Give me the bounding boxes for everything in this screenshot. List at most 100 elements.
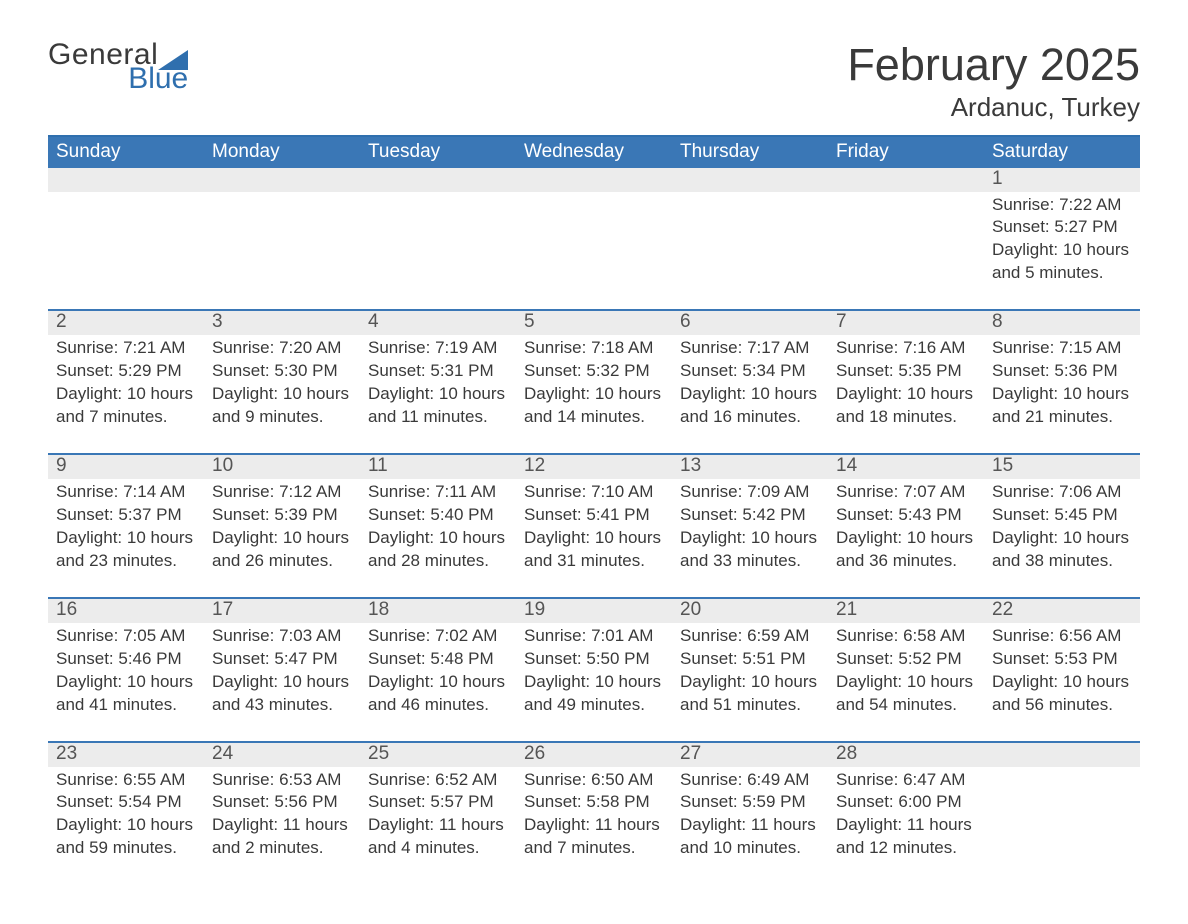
daylight-line: Daylight: 10 hours and 43 minutes. [212,671,352,717]
day-of-week-header: SundayMondayTuesdayWednesdayThursdayFrid… [48,137,1140,168]
day-number: 21 [828,599,984,623]
sunrise-line: Sunrise: 7:06 AM [992,481,1132,504]
sunset-line: Sunset: 5:36 PM [992,360,1132,383]
sunset-line: Sunset: 5:57 PM [368,791,508,814]
sunrise-line: Sunrise: 7:01 AM [524,625,664,648]
sunset-line: Sunset: 5:46 PM [56,648,196,671]
daylight-line: Daylight: 10 hours and 21 minutes. [992,383,1132,429]
day-number [360,168,516,192]
sunset-line: Sunset: 5:58 PM [524,791,664,814]
dow-cell: Tuesday [360,137,516,168]
sunrise-line: Sunrise: 7:21 AM [56,337,196,360]
logo: General Blue [48,40,188,94]
sunset-line: Sunset: 5:53 PM [992,648,1132,671]
location: Ardanuc, Turkey [847,92,1140,123]
dow-cell: Friday [828,137,984,168]
day-cell: Sunrise: 7:10 AMSunset: 5:41 PMDaylight:… [516,479,672,573]
daylight-line: Daylight: 10 hours and 46 minutes. [368,671,508,717]
day-cell: Sunrise: 7:14 AMSunset: 5:37 PMDaylight:… [48,479,204,573]
sunrise-line: Sunrise: 7:11 AM [368,481,508,504]
daylight-line: Daylight: 10 hours and 36 minutes. [836,527,976,573]
sunset-line: Sunset: 5:45 PM [992,504,1132,527]
day-number: 17 [204,599,360,623]
daylight-line: Daylight: 10 hours and 41 minutes. [56,671,196,717]
sunset-line: Sunset: 5:51 PM [680,648,820,671]
day-cell [360,192,516,286]
month-title: February 2025 [847,40,1140,90]
day-number: 18 [360,599,516,623]
day-number: 15 [984,455,1140,479]
day-cell [204,192,360,286]
day-number: 26 [516,743,672,767]
daylight-line: Daylight: 10 hours and 16 minutes. [680,383,820,429]
daylight-line: Daylight: 10 hours and 18 minutes. [836,383,976,429]
day-cell: Sunrise: 6:49 AMSunset: 5:59 PMDaylight:… [672,767,828,861]
sunrise-line: Sunrise: 6:47 AM [836,769,976,792]
day-number: 12 [516,455,672,479]
sunrise-line: Sunrise: 6:55 AM [56,769,196,792]
sunset-line: Sunset: 5:52 PM [836,648,976,671]
day-number: 3 [204,311,360,335]
day-cell: Sunrise: 7:22 AMSunset: 5:27 PMDaylight:… [984,192,1140,286]
sunset-line: Sunset: 5:27 PM [992,216,1132,239]
daylight-line: Daylight: 10 hours and 51 minutes. [680,671,820,717]
sunrise-line: Sunrise: 7:12 AM [212,481,352,504]
sunrise-line: Sunrise: 7:09 AM [680,481,820,504]
day-number [672,168,828,192]
sunrise-line: Sunrise: 7:07 AM [836,481,976,504]
day-cell: Sunrise: 7:21 AMSunset: 5:29 PMDaylight:… [48,335,204,429]
day-number: 13 [672,455,828,479]
sunset-line: Sunset: 5:48 PM [368,648,508,671]
sunset-line: Sunset: 5:54 PM [56,791,196,814]
day-number: 9 [48,455,204,479]
sunset-line: Sunset: 5:35 PM [836,360,976,383]
calendar: SundayMondayTuesdayWednesdayThursdayFrid… [48,135,1140,885]
daylight-line: Daylight: 10 hours and 26 minutes. [212,527,352,573]
sunrise-line: Sunrise: 7:05 AM [56,625,196,648]
day-cell: Sunrise: 7:18 AMSunset: 5:32 PMDaylight:… [516,335,672,429]
day-number: 2 [48,311,204,335]
daylight-line: Daylight: 10 hours and 9 minutes. [212,383,352,429]
day-number: 19 [516,599,672,623]
day-number: 4 [360,311,516,335]
day-cell: Sunrise: 7:17 AMSunset: 5:34 PMDaylight:… [672,335,828,429]
sunrise-line: Sunrise: 7:02 AM [368,625,508,648]
sunset-line: Sunset: 6:00 PM [836,791,976,814]
day-cell: Sunrise: 7:02 AMSunset: 5:48 PMDaylight:… [360,623,516,717]
daylight-line: Daylight: 10 hours and 7 minutes. [56,383,196,429]
daynum-row: 232425262728 [48,741,1140,767]
sunrise-line: Sunrise: 7:15 AM [992,337,1132,360]
sunset-line: Sunset: 5:56 PM [212,791,352,814]
week-body-row: Sunrise: 7:05 AMSunset: 5:46 PMDaylight:… [48,623,1140,717]
day-cell: Sunrise: 7:19 AMSunset: 5:31 PMDaylight:… [360,335,516,429]
day-cell: Sunrise: 6:56 AMSunset: 5:53 PMDaylight:… [984,623,1140,717]
daylight-line: Daylight: 10 hours and 28 minutes. [368,527,508,573]
day-number: 1 [984,168,1140,192]
sunset-line: Sunset: 5:50 PM [524,648,664,671]
sunset-line: Sunset: 5:30 PM [212,360,352,383]
day-number: 8 [984,311,1140,335]
day-cell: Sunrise: 7:09 AMSunset: 5:42 PMDaylight:… [672,479,828,573]
week-spacer [48,573,1140,597]
day-number: 16 [48,599,204,623]
sunset-line: Sunset: 5:34 PM [680,360,820,383]
week-spacer [48,860,1140,884]
daynum-row: 1 [48,168,1140,192]
sunset-line: Sunset: 5:59 PM [680,791,820,814]
dow-cell: Monday [204,137,360,168]
week-spacer [48,429,1140,453]
day-cell: Sunrise: 6:55 AMSunset: 5:54 PMDaylight:… [48,767,204,861]
week-body-row: Sunrise: 7:14 AMSunset: 5:37 PMDaylight:… [48,479,1140,573]
daylight-line: Daylight: 10 hours and 59 minutes. [56,814,196,860]
sunrise-line: Sunrise: 6:52 AM [368,769,508,792]
day-number: 23 [48,743,204,767]
day-cell: Sunrise: 6:59 AMSunset: 5:51 PMDaylight:… [672,623,828,717]
sunrise-line: Sunrise: 7:17 AM [680,337,820,360]
sunset-line: Sunset: 5:40 PM [368,504,508,527]
daylight-line: Daylight: 10 hours and 23 minutes. [56,527,196,573]
logo-text: General Blue [48,40,188,94]
daylight-line: Daylight: 10 hours and 5 minutes. [992,239,1132,285]
day-cell: Sunrise: 7:03 AMSunset: 5:47 PMDaylight:… [204,623,360,717]
week-body-row: Sunrise: 7:22 AMSunset: 5:27 PMDaylight:… [48,192,1140,286]
sunrise-line: Sunrise: 7:10 AM [524,481,664,504]
